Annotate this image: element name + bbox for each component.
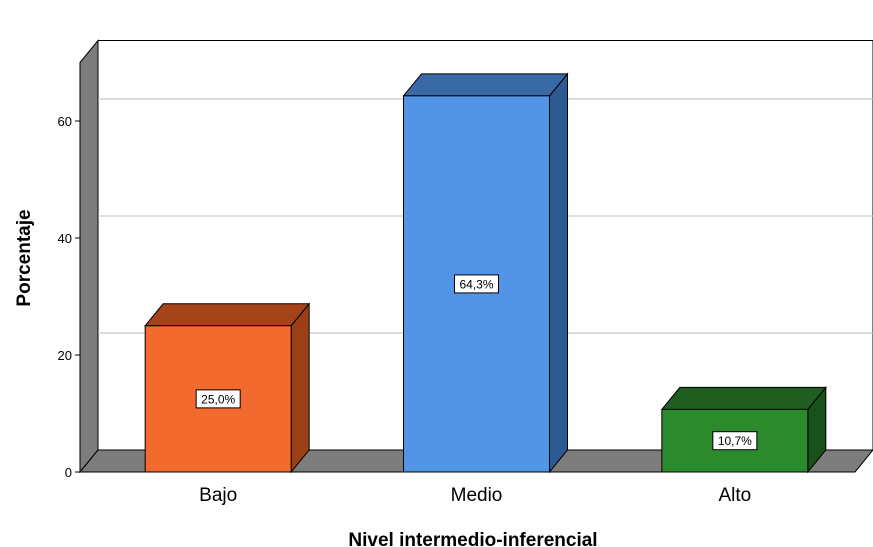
x-axis: Bajo Medio Alto [199, 485, 751, 506]
y-axis-title: Porcentaje [14, 209, 35, 306]
x-tick-label: Medio [451, 485, 503, 506]
bars: 25,0% 64,3% 10,7% [144, 72, 827, 474]
bar-medio: 64,3% [402, 72, 569, 474]
bar-top [660, 386, 827, 410]
left-wall [79, 39, 99, 474]
bar-top [144, 303, 311, 327]
y-tick-label: 60 [58, 114, 72, 129]
data-label-box [712, 431, 758, 451]
data-label: 25,0% [201, 392, 235, 406]
bar-bajo: 25,0% [144, 302, 311, 474]
y-tick-label: 40 [58, 231, 72, 246]
data-label: 10,7% [718, 434, 752, 448]
bar-side [290, 302, 310, 474]
y-tick-label: 0 [65, 465, 72, 480]
bar-alto: 10,7% [660, 386, 827, 474]
bar-top [402, 73, 569, 97]
x-tick-label: Alto [718, 485, 751, 506]
x-axis-title: Nivel intermedio-inferencial [348, 530, 597, 547]
data-label-box [195, 389, 241, 409]
bar-side [549, 72, 568, 474]
y-tick-label: 20 [58, 348, 72, 363]
data-label-box [454, 274, 499, 294]
y-axis: 0 20 40 60 [58, 114, 80, 480]
x-tick-label: Bajo [199, 485, 237, 506]
data-label: 64,3% [459, 277, 493, 291]
